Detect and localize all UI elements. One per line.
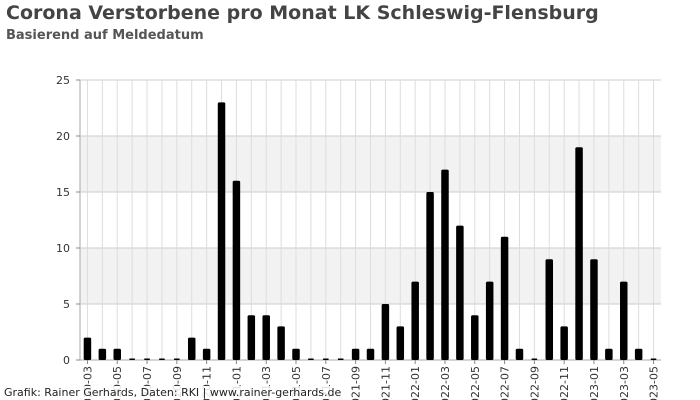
bar <box>83 337 92 360</box>
bar <box>187 337 196 360</box>
bar <box>217 102 226 361</box>
x-tick-label: 2022-05 <box>469 366 482 400</box>
y-tick-label: 5 <box>63 298 70 311</box>
bar <box>485 281 494 360</box>
bar <box>590 259 598 360</box>
bar <box>337 358 344 360</box>
bar <box>426 192 434 360</box>
grid-lines <box>79 79 661 361</box>
bar <box>202 348 211 360</box>
x-tick-label: 2022-03 <box>439 366 452 400</box>
y-tick-label: 10 <box>56 242 70 255</box>
bar <box>381 304 390 360</box>
bars <box>83 102 657 361</box>
bar <box>605 348 613 360</box>
bar <box>292 348 300 360</box>
bar <box>366 348 375 360</box>
source-note: Grafik: Rainer Gerhards, Daten: RKI | ww… <box>4 386 344 399</box>
y-axis-ticks: 0 5 10 15 20 25 <box>56 74 80 367</box>
bar <box>515 348 524 360</box>
bar <box>277 326 285 360</box>
bar <box>129 358 135 360</box>
x-tick-label: 2022-07 <box>499 366 512 400</box>
bar <box>323 358 329 360</box>
bar <box>411 281 419 360</box>
bar <box>262 315 270 360</box>
bar <box>560 326 568 360</box>
x-tick-label: 2021-11 <box>379 366 392 400</box>
bar <box>500 236 509 360</box>
bar <box>232 180 241 360</box>
bar <box>308 358 314 360</box>
bar <box>351 348 360 360</box>
bar <box>174 358 180 360</box>
bar <box>531 358 538 360</box>
y-tick-label: 20 <box>56 130 70 143</box>
x-tick-label: 2023-03 <box>618 366 631 400</box>
bar <box>159 358 165 360</box>
bar <box>650 358 657 360</box>
bar <box>456 225 464 360</box>
chart-subtitle: Basierend auf Meldedatum <box>6 28 204 43</box>
x-tick-label: 2022-01 <box>409 366 422 400</box>
bar <box>471 315 479 360</box>
bar <box>396 326 405 360</box>
bar <box>441 169 449 360</box>
bar <box>634 348 643 360</box>
bar <box>144 358 150 360</box>
y-tick-label: 0 <box>63 354 70 367</box>
bar <box>545 259 554 360</box>
bar <box>620 281 628 360</box>
chart-title: Corona Verstorbene pro Monat LK Schleswi… <box>6 2 599 24</box>
bar <box>98 348 107 360</box>
x-tick-label: 2022-09 <box>528 366 541 400</box>
x-tick-label: 2022-11 <box>558 366 571 400</box>
y-tick-label: 25 <box>56 74 70 87</box>
x-tick-label: 2023-01 <box>588 366 601 400</box>
bar <box>247 315 256 360</box>
y-tick-label: 15 <box>56 186 70 199</box>
x-tick-label: 2021-09 <box>350 366 363 400</box>
bar <box>575 147 583 360</box>
bar <box>113 348 121 360</box>
x-tick-label: 2023-05 <box>648 366 661 400</box>
